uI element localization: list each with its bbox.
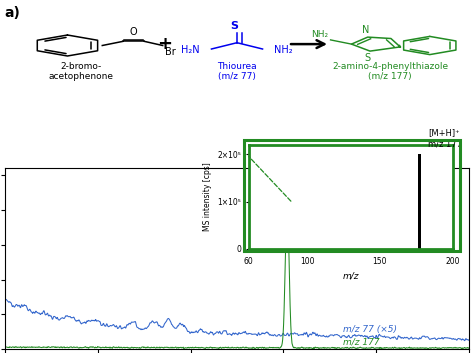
Text: 2-bromo-
acetophenone: 2-bromo- acetophenone: [49, 61, 114, 81]
Text: NH₂: NH₂: [311, 30, 328, 39]
Text: 2-amino-4-phenylthiazole
(m/z 177): 2-amino-4-phenylthiazole (m/z 177): [332, 61, 448, 81]
Text: [M+H]⁺
m/z 177: [M+H]⁺ m/z 177: [428, 128, 462, 149]
Text: N: N: [362, 25, 369, 35]
Text: S: S: [231, 21, 239, 31]
Text: m/z 77 (×5): m/z 77 (×5): [343, 325, 397, 334]
Text: a): a): [5, 6, 20, 20]
Text: NH₂: NH₂: [274, 46, 293, 55]
X-axis label: m/z: m/z: [343, 271, 359, 280]
Text: Thiourea
(m/z 77): Thiourea (m/z 77): [217, 61, 257, 81]
Text: O: O: [129, 28, 137, 37]
Bar: [418, 154, 420, 249]
Y-axis label: MS intensity [cps]: MS intensity [cps]: [203, 162, 212, 231]
Text: H₂N: H₂N: [181, 46, 200, 55]
Text: S: S: [365, 53, 371, 63]
Text: +: +: [157, 35, 173, 53]
Text: m/z 177: m/z 177: [343, 338, 380, 347]
Text: Br: Br: [165, 47, 176, 57]
